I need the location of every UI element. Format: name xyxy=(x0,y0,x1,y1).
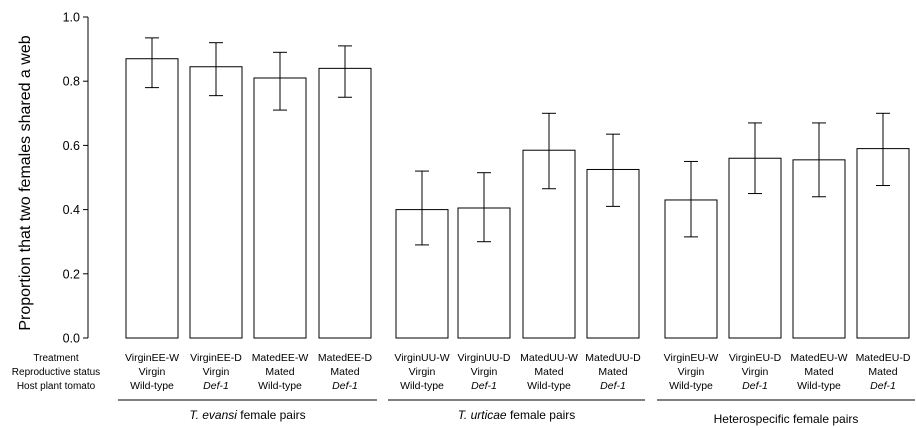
reproductive-status-label: Mated xyxy=(868,366,897,378)
y-tick-label: 1.0 xyxy=(63,11,80,25)
host-plant-label: Wild-type xyxy=(400,380,444,392)
y-tick-label: 0.8 xyxy=(63,75,80,89)
bar xyxy=(125,58,179,339)
bar xyxy=(189,66,243,339)
reproductive-status-label: Virgin xyxy=(471,366,498,378)
reproductive-status-label: Virgin xyxy=(678,366,705,378)
treatment-label: MatedEU-W xyxy=(790,352,847,364)
host-plant-label: Def-1 xyxy=(471,380,497,392)
bar xyxy=(253,77,307,339)
treatment-label: VirginEU-D xyxy=(729,352,782,364)
treatment-label: VirginUU-W xyxy=(394,352,449,364)
host-plant-label: Wild-type xyxy=(258,380,302,392)
reproductive-status-label: Mated xyxy=(598,366,627,378)
treatment-label: VirginEE-W xyxy=(125,352,179,364)
bars xyxy=(125,58,910,339)
host-plant-label: Def-1 xyxy=(600,380,626,392)
treatment-label: MatedEE-D xyxy=(318,352,373,364)
host-plant-label: Wild-type xyxy=(527,380,571,392)
group-label: T. urticae female pairs xyxy=(458,408,576,422)
reproductive-status-label: Mated xyxy=(534,366,563,378)
y-axis: 0.0 0.2 0.4 0.6 0.8 1.0 xyxy=(63,11,89,346)
bar xyxy=(856,148,910,339)
bar xyxy=(318,67,372,339)
host-plant-label: Def-1 xyxy=(870,380,896,392)
reproductive-status-label: Virgin xyxy=(742,366,769,378)
group-label: T. evansi female pairs xyxy=(189,408,305,422)
treatment-label: VirginEU-W xyxy=(664,352,719,364)
treatment-label: VirginUU-D xyxy=(458,352,511,364)
y-tick-label: 0.4 xyxy=(63,203,80,217)
reproductive-status-label: Mated xyxy=(265,366,294,378)
treatment-label: MatedEU-D xyxy=(856,352,911,364)
group-label: Heterospecific female pairs xyxy=(714,412,859,426)
row-headers: Treatment Reproductive status Host plant t… xyxy=(12,353,100,392)
error-bars xyxy=(145,37,890,246)
host-plant-label: Wild-type xyxy=(669,380,713,392)
host-plant-label: Wild-type xyxy=(797,380,841,392)
reproductive-status-label: Virgin xyxy=(139,366,166,378)
treatment-label: MatedUU-D xyxy=(585,352,641,364)
host-plant-label: Def-1 xyxy=(332,380,358,392)
bar-labels: VirginEE-W Virgin Wild-type VirginEE-D Virgi… xyxy=(125,352,911,392)
reproductive-status-label: Virgin xyxy=(409,366,436,378)
row-header: Reproductive status xyxy=(12,367,100,378)
y-tick-label: 0.2 xyxy=(63,267,80,281)
group-labels: T. evansi female pairs T. urticae female … xyxy=(118,399,915,426)
treatment-label: MatedEE-W xyxy=(252,352,309,364)
y-axis-label: Proportion that two females shared a web xyxy=(17,35,34,330)
y-tick-label: 0.0 xyxy=(63,332,80,346)
treatment-label: MatedUU-W xyxy=(520,352,578,364)
host-plant-label: Def-1 xyxy=(742,380,768,392)
bar xyxy=(792,159,846,339)
host-plant-label: Def-1 xyxy=(203,380,229,392)
treatment-label: VirginEE-D xyxy=(190,352,242,364)
host-plant-label: Wild-type xyxy=(130,380,174,392)
row-header: Treatment xyxy=(33,353,78,364)
row-header: Host plant tomato xyxy=(17,381,96,392)
reproductive-status-label: Mated xyxy=(330,366,359,378)
reproductive-status-label: Virgin xyxy=(203,366,230,378)
reproductive-status-label: Mated xyxy=(804,366,833,378)
y-tick-label: 0.6 xyxy=(63,139,80,153)
